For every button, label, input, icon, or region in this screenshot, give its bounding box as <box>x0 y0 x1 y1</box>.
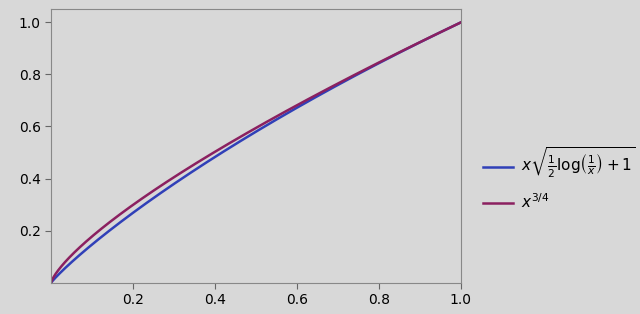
Legend: $x\sqrt{\frac{1}{2}\log\!\left(\frac{1}{x}\right)+1}$, $x^{3/4}$: $x\sqrt{\frac{1}{2}\log\!\left(\frac{1}{… <box>477 140 640 218</box>
